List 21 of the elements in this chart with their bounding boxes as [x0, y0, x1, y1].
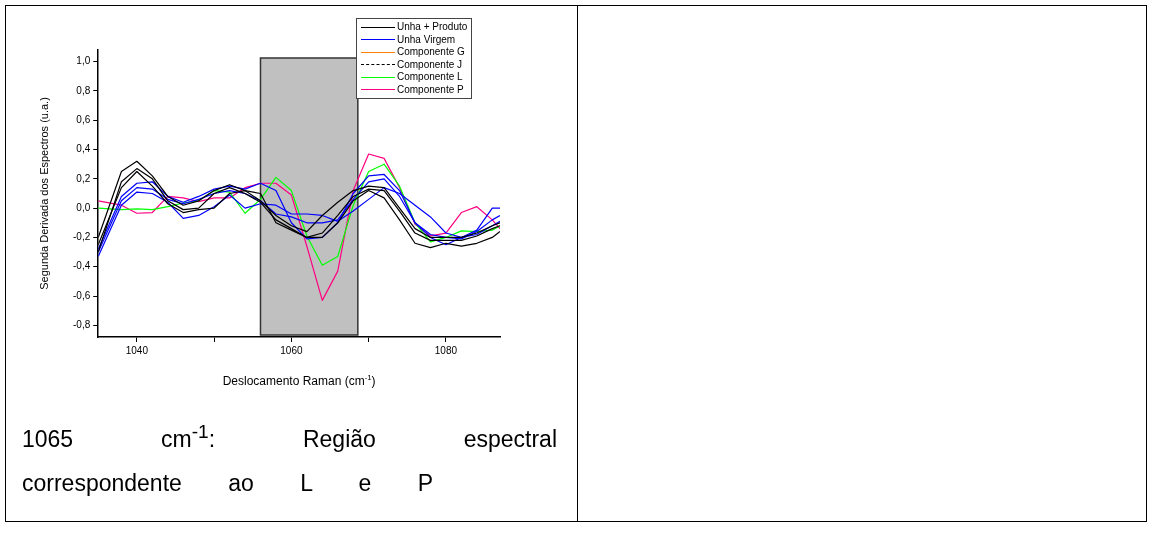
- legend-label: Componente J: [397, 58, 463, 71]
- y-tick-label: 0,8: [76, 84, 91, 96]
- x-tick-label: 1040: [125, 344, 149, 356]
- text: 1065 cm$^{-1}$: Região espectral correspondente ao L e P: [22, 420, 557, 498]
- legend-label: Componente L: [397, 71, 463, 84]
- y-tick-label: -0,8: [73, 319, 91, 331]
- legend-label: Componente G: [397, 46, 465, 59]
- y-tick-label: -0,2: [73, 231, 91, 243]
- y-tick-label: -0,6: [73, 289, 91, 301]
- y-axis-title: Segunda Derivada dos Espectros (u.a.): [38, 97, 51, 290]
- legend-label: Unha + Produto: [397, 21, 468, 34]
- y-tick-label: 0,2: [76, 172, 91, 184]
- y-tick-label: 0,4: [76, 143, 91, 155]
- y-tick-label: 0,6: [76, 114, 91, 126]
- y-tick-label: 0,0: [76, 201, 91, 213]
- x-tick-label: 1080: [434, 344, 458, 356]
- y-tick-label: -0,4: [73, 260, 91, 272]
- legend-label: Unha Virgem: [397, 33, 456, 46]
- x-tick-label: 1060: [280, 344, 303, 356]
- legend-label: Componente P: [397, 83, 464, 96]
- y-tick-label: 1,0: [76, 55, 91, 67]
